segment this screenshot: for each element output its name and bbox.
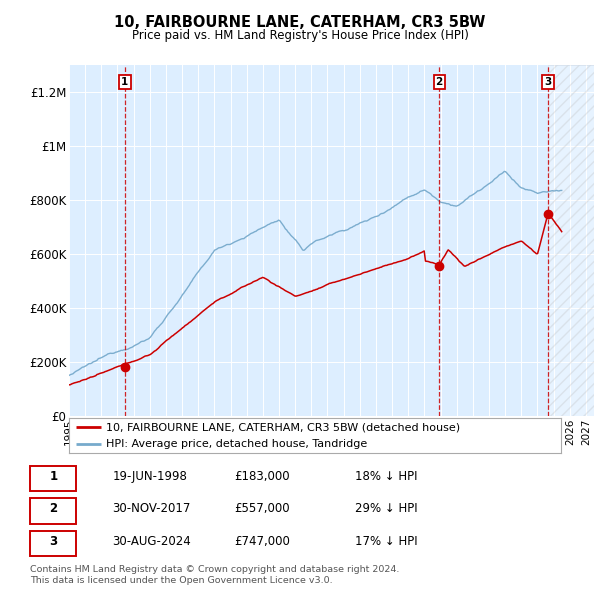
Text: 18% ↓ HPI: 18% ↓ HPI <box>355 470 418 483</box>
Text: 2: 2 <box>49 502 58 515</box>
Text: 10, FAIRBOURNE LANE, CATERHAM, CR3 5BW: 10, FAIRBOURNE LANE, CATERHAM, CR3 5BW <box>115 15 485 30</box>
Text: 30-NOV-2017: 30-NOV-2017 <box>112 502 191 515</box>
Text: 29% ↓ HPI: 29% ↓ HPI <box>355 502 418 515</box>
Text: 10, FAIRBOURNE LANE, CATERHAM, CR3 5BW (detached house): 10, FAIRBOURNE LANE, CATERHAM, CR3 5BW (… <box>106 422 460 432</box>
Text: £747,000: £747,000 <box>234 535 290 548</box>
Text: 2: 2 <box>436 77 443 87</box>
Text: This data is licensed under the Open Government Licence v3.0.: This data is licensed under the Open Gov… <box>30 576 332 585</box>
FancyBboxPatch shape <box>29 466 76 491</box>
Text: £183,000: £183,000 <box>234 470 289 483</box>
Text: 30-AUG-2024: 30-AUG-2024 <box>112 535 191 548</box>
Text: 19-JUN-1998: 19-JUN-1998 <box>112 470 187 483</box>
Text: Contains HM Land Registry data © Crown copyright and database right 2024.: Contains HM Land Registry data © Crown c… <box>30 565 400 574</box>
Text: 3: 3 <box>49 535 58 548</box>
Bar <box>548 65 594 416</box>
Text: HPI: Average price, detached house, Tandridge: HPI: Average price, detached house, Tand… <box>106 440 367 449</box>
Text: Price paid vs. HM Land Registry's House Price Index (HPI): Price paid vs. HM Land Registry's House … <box>131 30 469 42</box>
Text: £557,000: £557,000 <box>234 502 289 515</box>
FancyBboxPatch shape <box>29 530 76 556</box>
Text: 3: 3 <box>544 77 552 87</box>
Text: 17% ↓ HPI: 17% ↓ HPI <box>355 535 418 548</box>
Text: 1: 1 <box>49 470 58 483</box>
Text: 1: 1 <box>121 77 128 87</box>
FancyBboxPatch shape <box>29 498 76 523</box>
